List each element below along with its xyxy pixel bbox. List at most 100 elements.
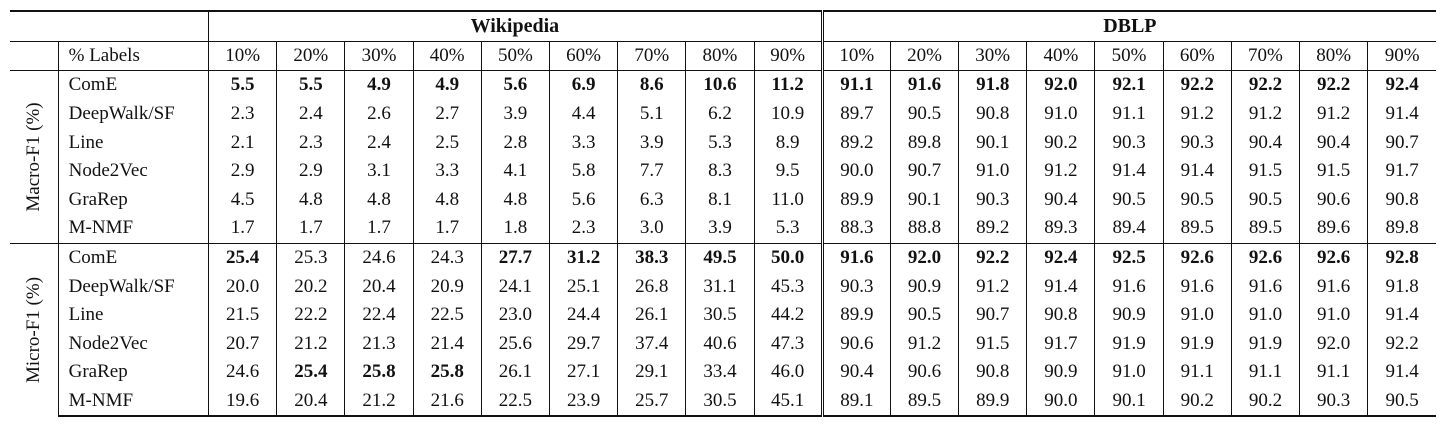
percent-header: 30% (958, 41, 1027, 72)
wikipedia-value: 21.2 (344, 386, 414, 418)
dblp-value: 90.5 (1094, 185, 1164, 215)
dblp-value: 90.6 (820, 329, 891, 359)
dblp-value: 91.6 (1299, 272, 1368, 301)
wikipedia-value: 26.1 (617, 300, 686, 330)
wikipedia-value: 25.3 (276, 242, 345, 273)
table-row: Line 21.5 22.2 22.4 22.5 23.0 24.4 26.1 30.5 44.2… (10, 300, 1436, 330)
wikipedia-value: 49.5 (685, 242, 755, 273)
table-row: Node2Vec 20.7 21.2 21.3 21.4 25.6 29.7 37.4 40.6… (10, 329, 1436, 359)
dblp-value: 90.6 (889, 358, 959, 387)
dblp-value: 91.0 (1230, 300, 1300, 330)
wikipedia-value: 3.3 (412, 156, 482, 186)
table-row: Line 2.1 2.3 2.4 2.5 2.8 3.3 3.9 5.3 8.9 89.2 89.8 9… (10, 128, 1436, 157)
wikipedia-value: 10.6 (685, 70, 755, 100)
wikipedia-value: 4.9 (412, 70, 482, 100)
dblp-value: 91.6 (820, 242, 891, 273)
dblp-value: 91.9 (1162, 329, 1232, 359)
wikipedia-value: 22.4 (344, 300, 414, 330)
dblp-value: 90.5 (1162, 185, 1232, 215)
wikipedia-value: 5.3 (685, 128, 755, 157)
wikipedia-value: 21.6 (412, 386, 482, 418)
dblp-value: 92.2 (1299, 70, 1368, 100)
dblp-value: 90.3 (820, 272, 891, 301)
wikipedia-value: 47.3 (753, 329, 823, 359)
wikipedia-value: 5.6 (548, 185, 618, 215)
percent-header: 40% (412, 41, 482, 72)
wikipedia-value: 4.5 (208, 185, 277, 215)
dblp-value: 89.6 (1299, 214, 1368, 244)
wikipedia-value: 4.8 (412, 185, 482, 215)
wikipedia-value: 4.4 (548, 99, 618, 129)
wikipedia-value: 8.1 (685, 185, 755, 215)
dblp-value: 90.4 (820, 358, 891, 387)
dblp-value: 90.7 (958, 300, 1027, 330)
table-row: M-NMF 1.7 1.7 1.7 1.7 1.8 2.3 3.0 3.9 5.3 88.3 88.8… (10, 214, 1436, 244)
dblp-value: 92.2 (1230, 70, 1300, 100)
wikipedia-value: 21.4 (412, 329, 482, 359)
dblp-value: 90.6 (1299, 185, 1368, 215)
wikipedia-value: 5.5 (208, 70, 277, 100)
dblp-value: 90.4 (1230, 128, 1300, 157)
wikipedia-value: 6.9 (548, 70, 618, 100)
wikipedia-value: 2.6 (344, 99, 414, 129)
wikipedia-value: 20.4 (276, 386, 345, 418)
wikipedia-value: 20.7 (208, 329, 277, 359)
dblp-value: 90.3 (1094, 128, 1164, 157)
dblp-value: 90.9 (889, 272, 959, 301)
wikipedia-value: 20.0 (208, 272, 277, 301)
wikipedia-value: 1.8 (480, 214, 550, 244)
wikipedia-value: 9.5 (753, 156, 823, 186)
wikipedia-value: 27.7 (480, 242, 550, 273)
results-table-container: Wikipedia DBLP% Labels 10% 20% 30% 40% 50% 60% 7… (10, 9, 1436, 418)
wikipedia-value: 25.1 (548, 272, 618, 301)
wikipedia-value: 1.7 (208, 214, 277, 244)
wikipedia-value: 50.0 (753, 242, 823, 273)
dblp-value: 89.4 (1094, 214, 1164, 244)
percent-header: 40% (1026, 41, 1095, 72)
dblp-value: 90.2 (1230, 386, 1300, 418)
dblp-value: 92.6 (1230, 242, 1300, 273)
dblp-value: 91.8 (1367, 272, 1436, 301)
dblp-value: 89.3 (1026, 214, 1095, 244)
wikipedia-value: 22.5 (412, 300, 482, 330)
dblp-value: 88.3 (820, 214, 891, 244)
dataset-header-row: Wikipedia DBLP (10, 9, 1436, 42)
wikipedia-value: 26.8 (617, 272, 686, 301)
wikipedia-value: 5.6 (480, 70, 550, 100)
wikipedia-value: 45.3 (753, 272, 823, 301)
method-name: DeepWalk/SF (68, 103, 175, 125)
dblp-value: 90.5 (1367, 386, 1436, 418)
method-name: ComE (68, 74, 118, 96)
corner-cell (10, 41, 59, 72)
wikipedia-value: 11.0 (753, 185, 823, 215)
table-row: GraRep 24.6 25.4 25.8 25.8 26.1 27.1 29.1 33.4 46… (10, 358, 1436, 387)
wikipedia-value: 20.9 (412, 272, 482, 301)
dblp-value: 92.0 (889, 242, 959, 273)
wikipedia-value: 21.3 (344, 329, 414, 359)
dblp-value: 91.5 (1230, 156, 1300, 186)
dblp-value: 92.5 (1094, 242, 1164, 273)
wikipedia-value: 25.8 (344, 358, 414, 387)
wikipedia-value: 5.5 (276, 70, 345, 100)
dblp-value: 91.4 (1026, 272, 1095, 301)
dblp-value: 90.8 (1367, 185, 1436, 215)
dataset-header-wikipedia: Wikipedia (208, 9, 823, 42)
dblp-value: 89.2 (958, 214, 1027, 244)
wikipedia-value: 27.1 (548, 358, 618, 387)
dblp-value: 91.2 (1230, 99, 1300, 129)
dblp-value: 90.4 (1299, 128, 1368, 157)
dblp-value: 91.6 (1162, 272, 1232, 301)
wikipedia-value: 25.4 (276, 358, 345, 387)
method-name: Node2Vec (68, 160, 148, 182)
method-name: GraRep (68, 188, 128, 210)
table-row: DeepWalk/SF 20.0 20.2 20.4 20.9 24.1 25.1 26.8 3… (10, 272, 1436, 301)
dblp-value: 90.7 (889, 156, 959, 186)
dblp-value: 91.1 (1162, 358, 1232, 387)
wikipedia-value: 2.3 (276, 128, 345, 157)
metric-group-name: Micro-F1 (%) (22, 277, 44, 384)
wikipedia-value: 20.4 (344, 272, 414, 301)
wikipedia-value: 26.1 (480, 358, 550, 387)
wikipedia-value: 2.7 (412, 99, 482, 129)
table-row: Node2Vec 2.9 2.9 3.1 3.3 4.1 5.8 7.7 8.3 9.5 90.0 9… (10, 156, 1436, 186)
dblp-value: 90.0 (1026, 386, 1095, 418)
